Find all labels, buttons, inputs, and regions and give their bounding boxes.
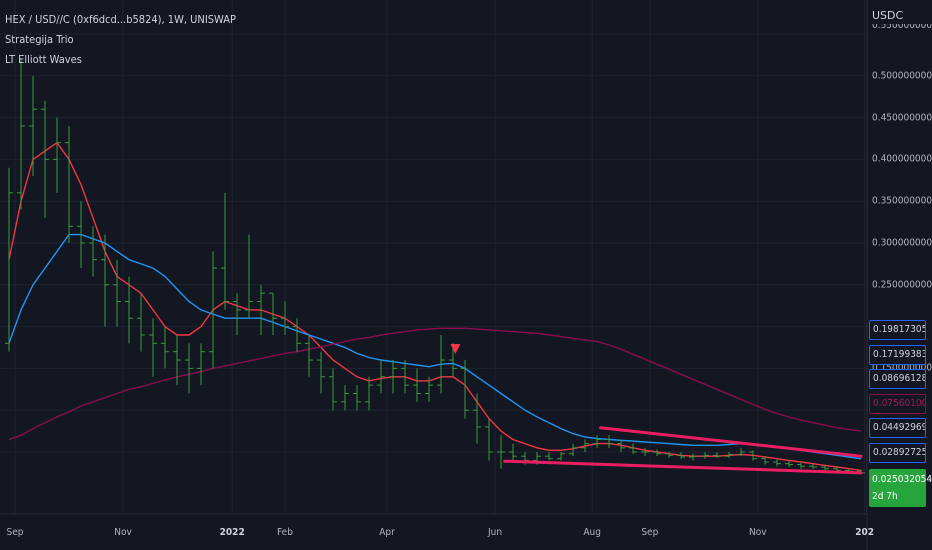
price-tag: 0.0756010031 [869,394,926,414]
price-tag: 0.1981730578 [869,320,926,340]
ohlc-bar [137,293,145,352]
ohlc-bar [605,435,613,448]
ohlc-bar [317,352,325,394]
x-tick-label: Jun [488,527,502,538]
ohlc-bar [53,118,61,193]
sma-long-line [9,328,861,439]
y-tick-label: 0.5500000000 [872,24,932,34]
price-axis-currency: USDC [872,9,903,22]
ohlc-bar [305,335,313,377]
ohlc-bar [281,302,289,335]
indicator-legend-lt-elliott-waves[interactable]: LT Elliott Waves [5,50,236,70]
x-tick-label: Feb [277,527,293,538]
last-price-value: 0.0250320549 [872,471,926,488]
ohlc-bar [593,435,601,448]
x-tick-label: Nov [114,527,132,538]
ohlc-bar [485,419,493,461]
ohlc-bar [413,368,421,401]
x-tick-label: Apr [379,527,395,538]
ohlc-bar [569,444,577,457]
price-tag: 0.0449296956 [869,418,926,438]
ohlc-bar [269,293,277,335]
price-tag: 0.0289272512 [869,443,926,463]
price-tag: 0.0869612869 [869,369,926,389]
ohlc-bar [161,327,169,369]
moving-averages [9,143,861,471]
x-tick-label: Sep [7,527,24,538]
ohlc-bar [341,385,349,410]
ohlc-bar [65,126,73,243]
ohlc-bar [101,235,109,327]
ohlc-bar [497,435,505,468]
y-tick-label: 0.5000000000 [872,70,932,81]
ohlc-bar [773,459,781,467]
ohlc-bar [209,251,217,368]
y-tick-label: 0.2500000000 [872,279,932,290]
ohlc-bar [377,360,385,393]
ema-fast-line [9,143,861,471]
chart-legend: HEX / USD//C (0xf6dcd...b5824), 1W, UNIS… [5,10,236,70]
indicator-legend-strategija-trio[interactable]: Strategija Trio [5,30,236,50]
ohlc-bar [221,193,229,310]
y-tick-label: 0.4000000000 [872,154,932,165]
grid [0,0,867,514]
ohlc-bar [245,235,253,319]
ohlc-bar [365,377,373,410]
ohlc-bar [5,168,13,352]
y-tick-label: 0.3000000000 [872,238,932,249]
ohlc-bar [89,226,97,276]
ohlc-bar [233,293,241,335]
x-tick-label: Sep [641,527,658,538]
ema-slow-line [9,235,861,459]
ohlc-bars [5,59,865,474]
last-price-tag: 0.0250320549 2d 7h [869,469,926,507]
ohlc-bar [17,59,25,209]
ohlc-bar [329,368,337,410]
ohlc-bar [557,452,565,460]
y-tick-label: 0.3500000000 [872,196,932,207]
sell-signal-icon [450,344,460,354]
ohlc-bar [293,318,301,351]
bar-countdown: 2d 7h [872,488,926,505]
ohlc-bar [545,452,553,460]
ohlc-bar [701,452,709,459]
y-tick-label: 0.4500000000 [872,112,932,123]
ohlc-bar [353,385,361,410]
symbol-legend[interactable]: HEX / USD//C (0xf6dcd...b5824), 1W, UNIS… [5,10,236,30]
signal-markers [450,344,460,354]
ohlc-bar [473,393,481,443]
ohlc-bar [713,452,721,458]
x-tick-label: Nov [749,527,767,538]
x-tick-label: 202 [855,527,874,538]
ohlc-bar [197,343,205,385]
price-tag: 0.1719938391 [869,345,926,365]
ohlc-bar [689,454,697,461]
ohlc-bar [29,76,37,176]
x-tick-label: 2022 [220,527,245,538]
x-tick-label: Aug [583,527,601,538]
